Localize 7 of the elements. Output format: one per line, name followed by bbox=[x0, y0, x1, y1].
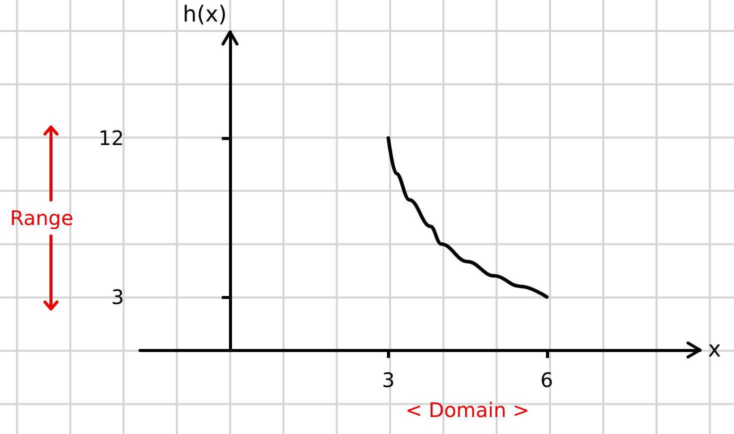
x-tick-label: 6 bbox=[540, 368, 554, 392]
y-axis-title: h(x) bbox=[182, 2, 227, 28]
x-axis-title: x bbox=[708, 338, 722, 362]
line-series bbox=[386, 136, 549, 299]
text: < Domain > bbox=[406, 398, 530, 422]
y-tick-label: 12 bbox=[98, 126, 124, 150]
text: Range bbox=[10, 206, 74, 230]
